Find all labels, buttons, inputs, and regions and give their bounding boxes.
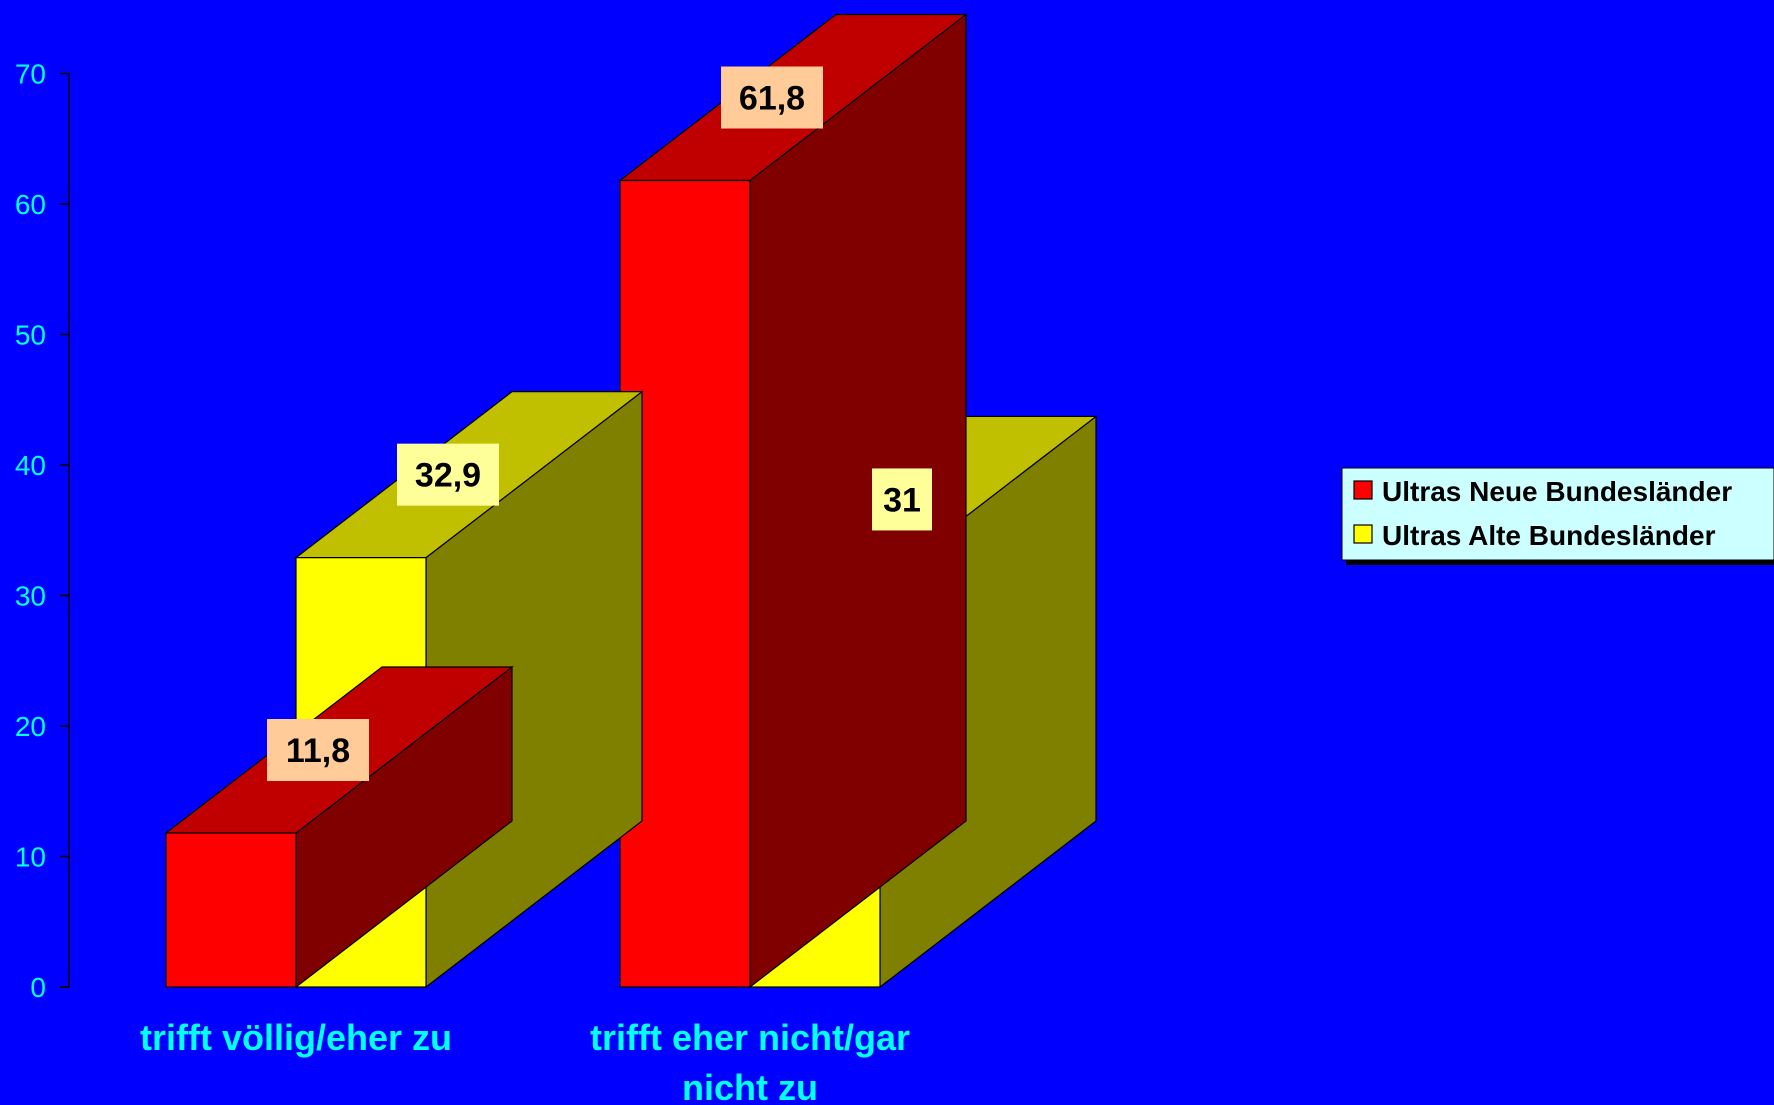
category-label: trifft völlig/eher zu — [140, 1017, 452, 1058]
data-label-bg — [872, 468, 932, 531]
legend-label: Ultras Alte Bundesländer — [1382, 520, 1716, 551]
data-label: 61,8 — [721, 66, 823, 129]
data-label: 11,8 — [267, 719, 369, 782]
legend-label: Ultras Neue Bundesländer — [1382, 476, 1732, 507]
category-label-line: trifft völlig/eher zu — [140, 1017, 452, 1058]
category-labels: trifft völlig/eher zu trifft eher nicht/g… — [140, 1017, 910, 1105]
bar-side — [749, 13, 967, 989]
legend-item: Ultras Alte Bundesländer — [1353, 520, 1716, 551]
data-label-text: 61,8 — [739, 80, 805, 118]
bars — [164, 13, 1098, 989]
y-tick-label: 30 — [15, 581, 46, 612]
bar-front — [165, 832, 297, 988]
category-label: trifft eher nicht/gar nicht zu — [590, 1017, 910, 1105]
data-label: 32,9 — [397, 443, 499, 506]
category-label-line: trifft eher nicht/gar — [590, 1017, 910, 1058]
y-tick-label: 0 — [30, 972, 46, 1003]
y-axis: 0 10 20 30 40 50 60 70 — [15, 59, 70, 1003]
data-label-bg — [397, 443, 499, 506]
category-label-line: nicht zu — [682, 1067, 818, 1105]
y-tick-label: 70 — [15, 59, 46, 90]
data-label-text: 11,8 — [286, 732, 350, 770]
data-label-text: 32,9 — [415, 457, 481, 495]
y-tick-label: 20 — [15, 711, 46, 742]
data-label-bg — [721, 66, 823, 129]
data-label-text: 31 — [883, 481, 921, 519]
y-tick-label: 10 — [15, 842, 46, 873]
legend-swatch — [1353, 524, 1373, 544]
y-tick-label: 40 — [15, 450, 46, 481]
data-label-bg — [267, 719, 369, 782]
data-label: 31 — [872, 468, 932, 531]
data-labels: 11,8 61,8 32,9 31 — [267, 66, 932, 782]
legend-item: Ultras Neue Bundesländer — [1353, 476, 1732, 507]
y-tick-label: 50 — [15, 320, 46, 351]
legend: Ultras Neue Bundesländer Ultras Alte Bund… — [1341, 467, 1774, 565]
legend-swatch — [1353, 480, 1373, 500]
legend-box — [1341, 467, 1774, 561]
y-tick-label: 60 — [15, 189, 46, 220]
